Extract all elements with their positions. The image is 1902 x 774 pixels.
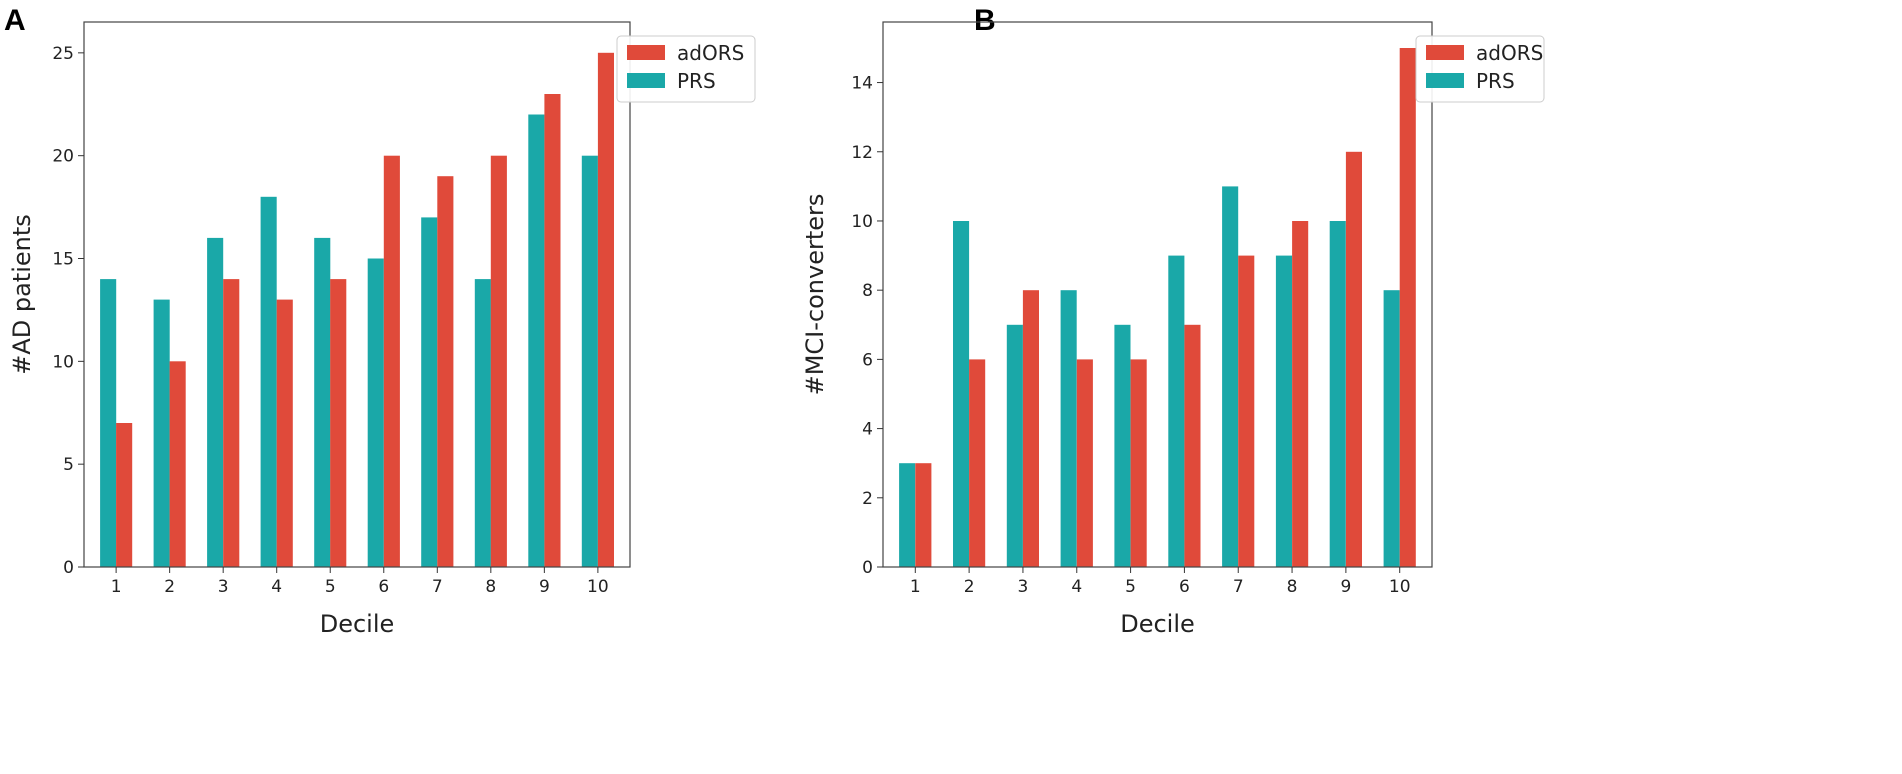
bar-prs-decile-8 [1275,255,1292,567]
x-tick-label: 8 [485,577,496,597]
legend-label-prs: PRS [677,69,716,93]
bar-adors-decile-7 [1238,255,1255,567]
x-tick-label: 10 [1389,577,1411,597]
legend: adORS PRS [616,35,756,103]
bar-adors-decile-10 [597,52,614,568]
y-tick-label: 0 [862,558,873,578]
bar-adors-decile-5 [330,279,347,567]
x-tick-label: 10 [587,577,609,597]
bar-prs-decile-2 [953,221,970,567]
bar-prs-decile-1 [899,463,916,567]
bar-prs-decile-6 [367,258,384,567]
y-tick-label: 10 [851,212,873,232]
y-tick-label: 2 [862,489,873,509]
x-tick-label: 5 [1125,577,1136,597]
bar-adors-decile-7 [437,176,454,567]
bar-prs-decile-7 [421,217,438,567]
x-tick-label: 9 [539,577,550,597]
bar-adors-decile-3 [1022,290,1039,567]
plot-frame [83,21,631,568]
y-tick-label: 14 [851,74,873,94]
bar-prs-decile-4 [260,196,277,568]
bar-prs-decile-9 [528,114,545,567]
bar-prs-decile-8 [474,279,491,567]
bar-adors-decile-9 [1345,151,1362,568]
y-axis-label: #MCI-converters [801,194,829,396]
y-tick-label: 20 [52,147,74,167]
x-tick-label: 3 [1018,577,1029,597]
x-tick-label: 7 [432,577,443,597]
bar-adors-decile-4 [1076,359,1093,567]
legend-swatch-prs [627,73,665,88]
bar-prs-decile-10 [1383,290,1400,567]
bar-prs-decile-2 [153,299,170,567]
bar-adors-decile-2 [969,359,986,567]
x-axis-label: Decile [1120,610,1195,638]
bar-adors-decile-8 [1292,221,1309,567]
bar-prs-decile-7 [1222,186,1239,567]
bar-prs-decile-1 [100,279,117,567]
x-tick-label: 8 [1287,577,1298,597]
x-tick-label: 9 [1340,577,1351,597]
x-tick-label: 1 [111,577,122,597]
y-tick-label: 8 [862,281,873,301]
x-tick-label: 2 [164,577,175,597]
bar-adors-decile-10 [1399,48,1416,567]
y-tick-label: 6 [862,350,873,370]
bar-adors-decile-2 [169,361,186,567]
legend-label-adors: adORS [1476,41,1543,65]
y-tick-label: 10 [52,352,74,372]
legend: adORS PRS [1415,35,1545,103]
legend-label-adors: adORS [677,41,744,65]
bar-prs-decile-10 [581,155,598,567]
legend-swatch-adors [1426,45,1464,60]
y-tick-label: 25 [52,44,74,64]
x-tick-label: 3 [218,577,229,597]
x-tick-label: 4 [1071,577,1082,597]
bar-prs-decile-3 [207,237,224,567]
bar-prs-decile-6 [1168,255,1185,567]
plot-frame [882,21,1433,568]
y-tick-label: 5 [63,455,74,475]
bar-adors-decile-5 [1130,359,1147,567]
x-tick-label: 6 [1179,577,1190,597]
bar-adors-decile-9 [544,94,561,567]
legend-swatch-prs [1426,73,1464,88]
x-tick-label: 4 [271,577,282,597]
x-tick-label: 6 [378,577,389,597]
x-tick-label: 2 [964,577,975,597]
legend-swatch-adors [627,45,665,60]
bar-adors-decile-1 [116,423,133,567]
bar-adors-decile-6 [383,155,400,567]
panel-a: A 0 5 10 15 20 25 1 2 3 4 5 6 7 8 9 10 Decile #AD patient… [4,4,756,638]
y-tick-label: 15 [52,250,74,270]
bar-prs-decile-5 [314,237,331,567]
y-axis-label: #AD patients [8,214,36,375]
bar-adors-decile-3 [223,279,240,567]
bar-adors-decile-6 [1184,324,1201,567]
x-tick-label: 1 [910,577,921,597]
panel-a-letter: A [4,4,26,37]
x-axis-label: Decile [320,610,395,638]
x-tick-label: 7 [1233,577,1244,597]
bar-adors-decile-1 [915,463,932,567]
bar-adors-decile-8 [490,155,507,567]
y-tick-label: 12 [851,143,873,163]
legend-label-prs: PRS [1476,69,1515,93]
bar-prs-decile-3 [1006,324,1023,567]
x-tick-label: 5 [325,577,336,597]
y-tick-label: 4 [862,420,873,440]
panel-b-letter: B [974,4,996,37]
bar-prs-decile-4 [1060,290,1077,567]
y-tick-label: 0 [63,558,74,578]
bar-prs-decile-9 [1329,221,1346,567]
bar-adors-decile-4 [276,299,293,567]
bar-prs-decile-5 [1114,324,1131,567]
